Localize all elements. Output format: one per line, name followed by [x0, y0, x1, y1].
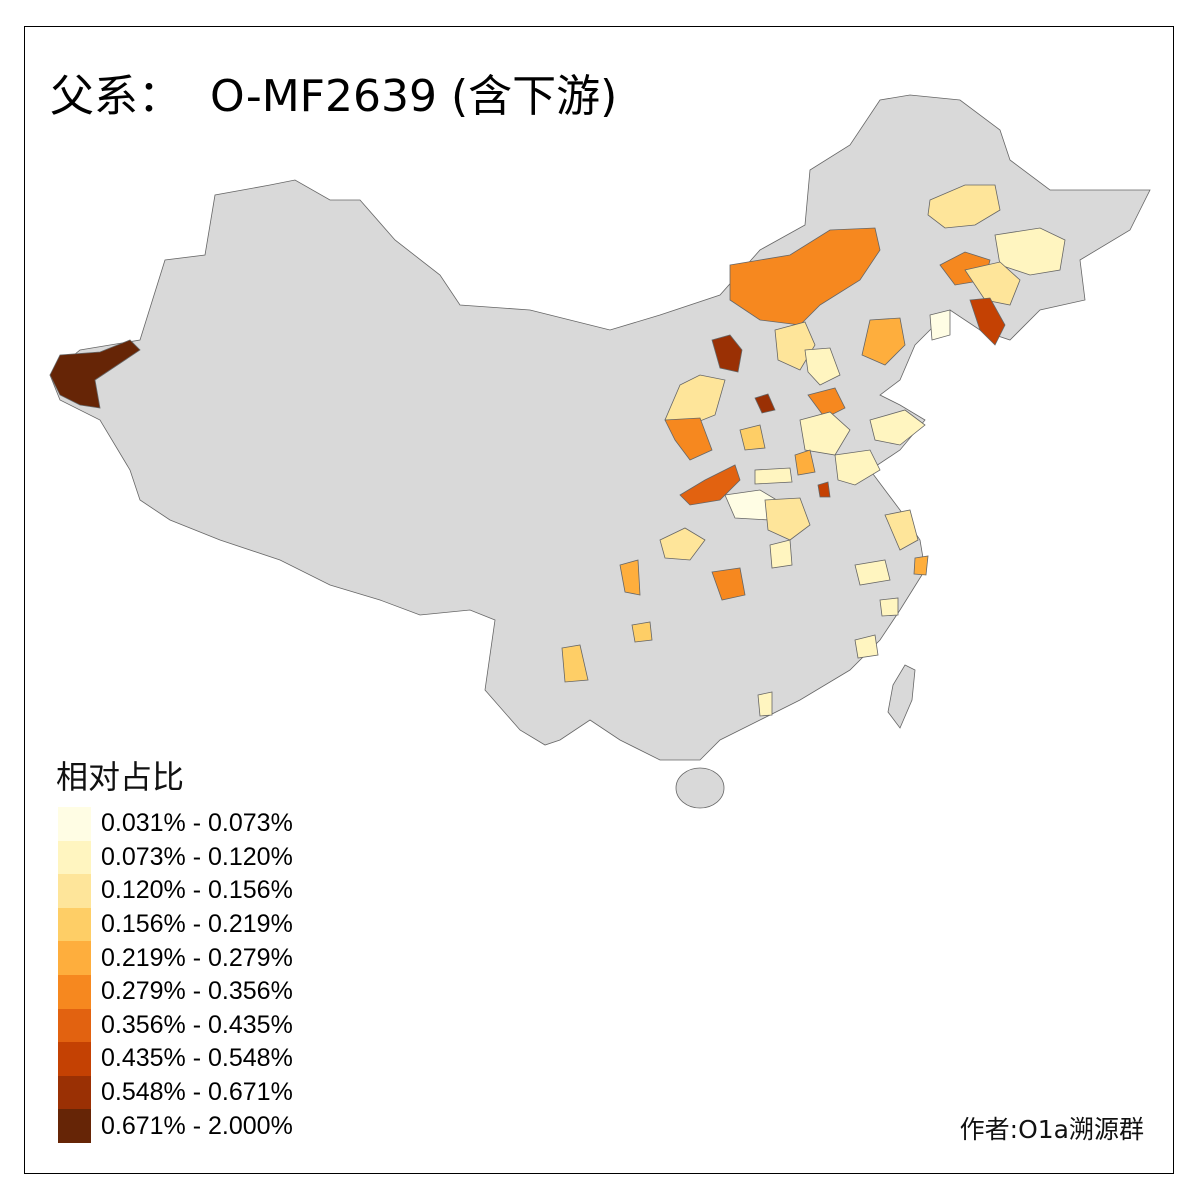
region-hubei	[711, 567, 746, 601]
region-zhejiang	[854, 559, 891, 586]
region-inner-mongolia	[729, 227, 881, 326]
legend-swatch	[58, 840, 91, 875]
region-beijing	[804, 347, 841, 386]
region-heilongjiang-a	[927, 184, 1001, 229]
legend-swatch	[58, 1042, 91, 1076]
legend-swatch	[58, 1008, 91, 1043]
legend-item: 0.219% - 0.279%	[58, 941, 293, 975]
region-jilin-east	[969, 297, 1006, 346]
legend-label: 0.435% - 0.548%	[101, 1044, 293, 1073]
region-liaoning	[861, 317, 906, 366]
region-yunnan	[561, 644, 589, 683]
legend-label: 0.671% - 2.000%	[101, 1111, 293, 1140]
region-shanxi-small	[754, 393, 776, 414]
region-shandong	[869, 409, 926, 446]
region-fujian	[854, 634, 879, 659]
legend-swatch	[58, 974, 91, 1009]
legend-swatch	[58, 807, 91, 841]
legend-item: 0.356% - 0.435%	[58, 1008, 293, 1043]
region-shandong-b	[834, 449, 881, 486]
legend-item: 0.671% - 2.000%	[58, 1109, 293, 1143]
region-anhui-dark	[817, 481, 831, 498]
region-guizhou	[631, 621, 653, 643]
legend-label: 0.279% - 0.356%	[101, 977, 293, 1006]
region-jiangsu	[884, 509, 919, 551]
legend: 0.031% - 0.073% 0.073% - 0.120% 0.120% - 0…	[58, 807, 293, 1143]
china-mainland	[49, 94, 1151, 761]
taiwan	[887, 664, 916, 729]
region-jilin-b	[964, 261, 1021, 306]
legend-swatch	[58, 1109, 91, 1143]
legend-item: 0.279% - 0.356%	[58, 974, 293, 1009]
region-liaoning-b	[929, 309, 951, 341]
legend-swatch	[58, 874, 91, 908]
region-sichuan	[659, 527, 706, 561]
page-title: 父系： O-MF2639 (含下游)	[50, 71, 618, 122]
legend-label: 0.031% - 0.073%	[101, 809, 293, 838]
legend-item: 0.548% - 0.671%	[58, 1075, 293, 1110]
legend-swatch	[58, 941, 91, 975]
region-hebei-south	[799, 411, 851, 456]
legend-label: 0.548% - 0.671%	[101, 1078, 293, 1107]
region-shanxi-b	[664, 417, 713, 461]
region-hubei-b	[769, 539, 793, 569]
legend-label: 0.120% - 0.156%	[101, 876, 293, 905]
legend-label: 0.356% - 0.435%	[101, 1010, 293, 1039]
legend-item: 0.120% - 0.156%	[58, 874, 293, 908]
author-credit: 作者:O1a溯源群	[959, 1115, 1144, 1144]
region-fujian-b	[879, 597, 899, 617]
legend-item: 0.031% - 0.073%	[58, 807, 293, 841]
legend-item: 0.156% - 0.219%	[58, 907, 293, 942]
map-frame	[24, 26, 1174, 1174]
region-shaanxi-north	[711, 334, 743, 373]
region-xinjiang-west	[49, 339, 141, 409]
legend-swatch	[58, 1075, 91, 1110]
region-hebei-mid	[807, 387, 846, 419]
legend-item: 0.435% - 0.548%	[58, 1042, 293, 1076]
region-henan-c	[754, 467, 793, 485]
region-sichuan-b	[619, 559, 641, 596]
region-hebei-c	[794, 449, 816, 476]
legend-swatch	[58, 907, 91, 942]
legend-label: 0.073% - 0.120%	[101, 842, 293, 871]
region-henan-a	[739, 424, 766, 451]
legend-title: 相对占比	[56, 758, 185, 796]
legend-item: 0.073% - 0.120%	[58, 840, 293, 875]
region-henan-b	[764, 497, 811, 541]
legend-label: 0.156% - 0.219%	[101, 910, 293, 939]
region-guangdong	[757, 691, 773, 717]
region-zhejiang-b	[913, 555, 929, 576]
legend-label: 0.219% - 0.279%	[101, 943, 293, 972]
hainan	[675, 767, 725, 809]
